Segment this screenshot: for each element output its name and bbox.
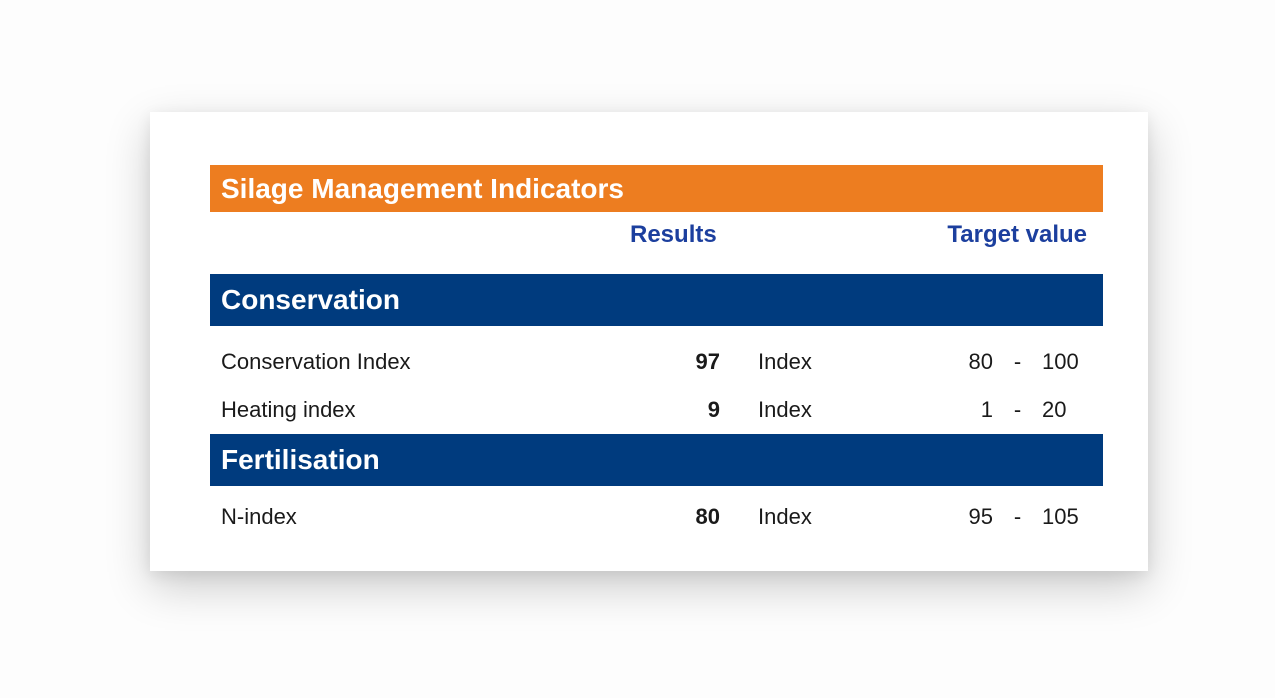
section-header-fertilisation: Fertilisation — [210, 434, 1103, 486]
result-value: 80 — [695, 504, 720, 529]
unit-label: Index — [758, 504, 812, 529]
target-max-value: 105 — [1042, 504, 1079, 529]
column-header-target-value: Target value — [947, 221, 1087, 248]
target-min-value: 80 — [968, 349, 993, 374]
unit-label: Index — [758, 397, 812, 422]
indicator-row-conservation-index: Conservation Index 97 Index 80 - 100 — [210, 338, 1103, 386]
row-label: N-index — [221, 504, 297, 529]
target-max-value: 100 — [1042, 349, 1079, 374]
row-label: Conservation Index — [221, 349, 411, 374]
unit-label: Index — [758, 349, 812, 374]
column-header-row: Results Target value — [210, 218, 1103, 252]
result-value: 9 — [707, 397, 720, 422]
indicator-row-heating-index: Heating index 9 Index 1 - 20 — [210, 386, 1103, 434]
target-range-dash: - — [1013, 349, 1022, 374]
target-min-value: 1 — [980, 397, 993, 422]
section-header-label: Fertilisation — [221, 444, 380, 475]
row-label: Heating index — [221, 397, 356, 422]
section-header-conservation: Conservation — [210, 274, 1103, 326]
target-range-dash: - — [1013, 504, 1022, 529]
result-value: 97 — [695, 349, 720, 374]
column-header-results: Results — [630, 221, 717, 248]
report-title-bar: Silage Management Indicators — [210, 165, 1103, 212]
section-header-label: Conservation — [221, 284, 400, 315]
report-card: Silage Management Indicators Results Tar… — [150, 112, 1148, 571]
target-range-dash: - — [1013, 397, 1022, 422]
target-max-value: 20 — [1042, 397, 1067, 422]
report-title: Silage Management Indicators — [221, 172, 624, 204]
indicator-row-n-index: N-index 80 Index 95 - 105 — [210, 493, 1103, 541]
target-min-value: 95 — [968, 504, 993, 529]
